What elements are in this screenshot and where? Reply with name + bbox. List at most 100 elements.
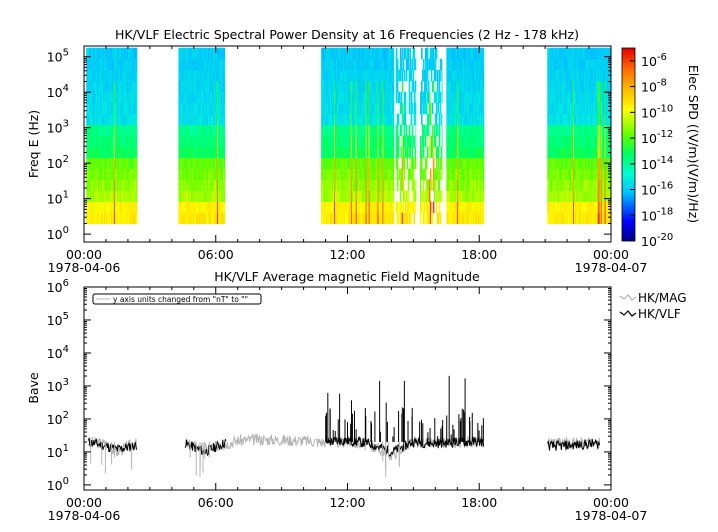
spectrogram-cell — [129, 135, 132, 148]
spectrogram-cell — [441, 135, 443, 148]
spectrogram-cell — [460, 113, 462, 126]
spectrogram-cell — [360, 157, 363, 170]
spectrogram-cell — [195, 201, 197, 213]
spectrogram-cell — [188, 157, 190, 170]
spectrogram-cell — [354, 157, 357, 170]
spectrogram-cell — [331, 157, 333, 170]
spectrogram-cell — [450, 212, 452, 224]
spectrogram-cell — [476, 157, 479, 170]
spectrogram-cell — [601, 58, 604, 71]
spectrogram-cell — [210, 201, 212, 213]
spectrogram-cell — [575, 69, 577, 82]
spectrogram-cell — [454, 58, 456, 71]
spectrogram-cell — [374, 124, 377, 137]
spectrogram-cell — [460, 212, 462, 224]
spectrogram-cell — [599, 157, 602, 170]
spectrogram-cell — [131, 146, 134, 159]
spectrogram-cell — [203, 201, 205, 213]
spectrogram-cell — [359, 157, 362, 170]
spectrogram-cell — [340, 157, 343, 170]
spectrogram-cell — [563, 47, 565, 60]
spectrogram-cell — [577, 179, 579, 191]
spectrogram-cell — [332, 91, 334, 104]
spectrogram-cell — [325, 201, 327, 213]
spectrogram-cell — [323, 58, 325, 71]
spectrogram-cell — [553, 58, 555, 71]
spectrogram-cell — [452, 91, 454, 104]
spectrogram-cell — [196, 102, 198, 115]
spectrogram-cell — [470, 80, 472, 93]
spectrogram-cell — [221, 146, 224, 159]
spectrogram-cell — [438, 201, 441, 213]
spectrogram-cell — [351, 190, 354, 202]
spectrogram-cell — [103, 113, 105, 126]
spectrogram-cell — [95, 80, 97, 93]
spectrogram-cell — [350, 190, 353, 202]
spectrogram-cell — [351, 47, 354, 60]
spectrogram-cell — [366, 168, 369, 181]
spectrogram-cell — [118, 47, 121, 60]
spectrogram-cell — [594, 146, 597, 159]
spectrogram-cell — [482, 157, 485, 170]
spectrogram-cell — [427, 190, 430, 202]
spectrogram-cell — [463, 113, 465, 126]
spectrogram-cell — [446, 190, 448, 202]
spectrogram-cell — [408, 212, 411, 224]
spectrogram-cell — [397, 201, 400, 213]
spectrogram-cell — [127, 135, 130, 148]
spectrogram-cell — [420, 179, 422, 191]
spectrogram-cell — [194, 102, 196, 115]
spectrogram-cell — [560, 58, 562, 71]
spectrogram-cell — [469, 124, 471, 137]
spectrogram-cell — [134, 157, 137, 170]
spectrogram-cell — [375, 146, 378, 159]
spectrogram-cell — [359, 58, 362, 71]
spectrogram-cell — [334, 146, 336, 159]
spectrogram-cell — [560, 168, 562, 181]
spectrogram-cell — [188, 168, 190, 181]
spectrogram-cell — [476, 113, 478, 126]
spectrogram-cell — [111, 124, 114, 137]
spectrogram-cell — [330, 91, 332, 104]
spectrogram-cell — [380, 102, 382, 115]
spectrogram-cell — [120, 102, 123, 115]
spectrogram-x-date-end: 1978-04-07 — [575, 260, 648, 275]
spectrogram-cell — [205, 179, 207, 191]
spectrogram-cell — [401, 157, 404, 170]
spectrogram-cell — [99, 47, 101, 60]
spectrogram-cell — [556, 58, 558, 71]
spectrogram-cell — [353, 212, 356, 224]
spectrogram-cell — [369, 80, 372, 93]
spectrogram-cell — [342, 146, 345, 159]
spectrogram-cell — [361, 168, 364, 181]
spectrogram-cell — [99, 212, 101, 224]
spectrogram-cell — [322, 168, 324, 181]
spectrogram-cell — [553, 190, 555, 202]
spectrogram-cell — [378, 190, 381, 202]
spectrogram-cell — [203, 146, 205, 159]
spectrogram-cell — [106, 157, 109, 170]
spectrogram-cell — [191, 135, 193, 148]
spectrogram-cell — [588, 135, 591, 148]
spectrogram-cell — [577, 190, 579, 202]
spectrogram-cell — [574, 58, 576, 71]
spectrogram-cell — [187, 212, 189, 224]
spectrogram-cell — [595, 201, 598, 213]
spectrogram-cell — [102, 179, 104, 191]
spectrogram-cell — [213, 168, 215, 181]
spectrogram-cell — [573, 113, 575, 126]
spectrogram-cell — [475, 212, 477, 224]
spectrogram-cell — [411, 179, 414, 191]
spectrogram-cell — [354, 201, 357, 213]
spectrogram-cell — [322, 157, 324, 170]
spectrogram-cell — [462, 91, 464, 104]
spectrogram-cell — [585, 168, 588, 181]
spectrogram-cell — [355, 47, 358, 60]
spectrogram-cell — [114, 124, 117, 137]
spectrogram-cell — [183, 91, 185, 104]
spectrogram-cell — [436, 69, 439, 82]
spectrogram-cell — [343, 69, 346, 82]
spectrogram-cell — [365, 212, 368, 224]
spectrogram-cell — [597, 113, 600, 126]
spectrogram-cell — [586, 102, 589, 115]
